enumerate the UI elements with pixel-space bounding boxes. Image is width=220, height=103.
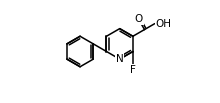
Text: OH: OH (155, 19, 171, 29)
Text: N: N (116, 54, 124, 64)
Text: F: F (130, 65, 136, 75)
Text: O: O (134, 14, 143, 24)
